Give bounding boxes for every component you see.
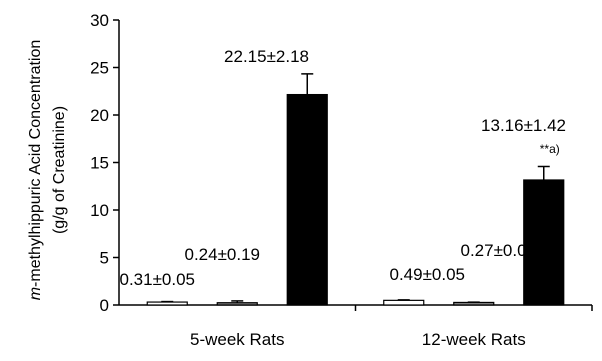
bar bbox=[523, 179, 565, 306]
bar bbox=[146, 301, 188, 306]
y-tick-label: 0 bbox=[100, 296, 109, 315]
x-category-label: 12-week Rats bbox=[422, 330, 526, 349]
bar bbox=[383, 299, 425, 306]
y-tick-label: 5 bbox=[100, 249, 109, 268]
data-label: 0.49±0.05 bbox=[389, 265, 465, 284]
y-axis-label: m-methylhippuric Acid Concentration bbox=[27, 40, 44, 301]
bar bbox=[286, 93, 328, 306]
significance-annotation: **a) bbox=[540, 142, 560, 156]
x-category-label: 5-week Rats bbox=[190, 330, 284, 349]
chart-data-labels: 0.31±0.05 0.49±0.05 0.24±0.19 0.27±0.03 22.1… bbox=[119, 47, 566, 289]
y-axis-label-italic-prefix: m bbox=[27, 287, 44, 300]
data-label: 22.15±2.18 bbox=[224, 47, 309, 66]
y-tick-label: 30 bbox=[90, 11, 109, 30]
y-axis-label-line1: -methylhippuric Acid Concentration bbox=[27, 40, 44, 287]
data-label: 13.16±1.42 bbox=[481, 116, 566, 135]
data-label: 0.31±0.05 bbox=[119, 270, 195, 289]
y-tick-label: 20 bbox=[90, 106, 109, 125]
y-tick-label: 15 bbox=[90, 154, 109, 173]
data-label: 0.24±0.19 bbox=[184, 245, 260, 264]
chart-axes: 0 5 10 15 20 25 30 5-week Rats 12-week Rats bbox=[90, 11, 593, 349]
data-label: 0.27±0.03 bbox=[460, 241, 536, 260]
y-tick-label: 10 bbox=[90, 201, 109, 220]
y-axis-label-line2: (g/g of Creatinine) bbox=[51, 106, 68, 234]
chart-bars bbox=[146, 73, 565, 306]
y-tick-label: 25 bbox=[90, 59, 109, 78]
bar bbox=[216, 302, 258, 306]
